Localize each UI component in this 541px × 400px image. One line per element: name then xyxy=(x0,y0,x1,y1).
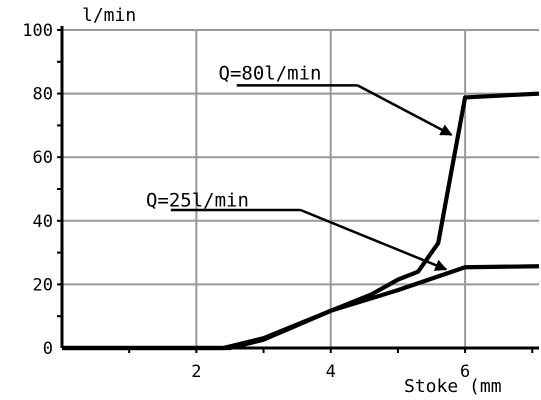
x-tick-label-2: 4 xyxy=(326,362,336,382)
annotations: Q=80l/min Q=25l/min xyxy=(146,62,453,271)
y-tick-label-0: 0 xyxy=(43,339,53,359)
y-tick-label-3: 60 xyxy=(33,148,53,168)
annotation-label-1: Q=25l/min xyxy=(146,189,249,211)
y-axis-title: l/min xyxy=(82,5,136,26)
y-tick-label-1: 20 xyxy=(33,275,53,295)
tick-labels: 0 20 40 60 80 100 2 4 6 xyxy=(22,21,470,382)
grid-lines xyxy=(62,29,539,348)
annotation-label-0: Q=80l/min xyxy=(219,62,322,84)
series-line-1 xyxy=(62,264,540,351)
x-tick-label-1: 2 xyxy=(191,362,201,382)
x-axis-title: Stoke (mm xyxy=(404,376,502,397)
y-tick-label-4: 80 xyxy=(33,85,53,105)
x-tick-label-3: 6 xyxy=(460,362,470,382)
axes xyxy=(57,26,539,353)
annotation-arrow-1 xyxy=(300,208,448,271)
y-tick-label-5: 100 xyxy=(22,21,53,41)
annotation-arrow-0 xyxy=(357,84,453,137)
y-tick-label-2: 40 xyxy=(33,212,53,232)
